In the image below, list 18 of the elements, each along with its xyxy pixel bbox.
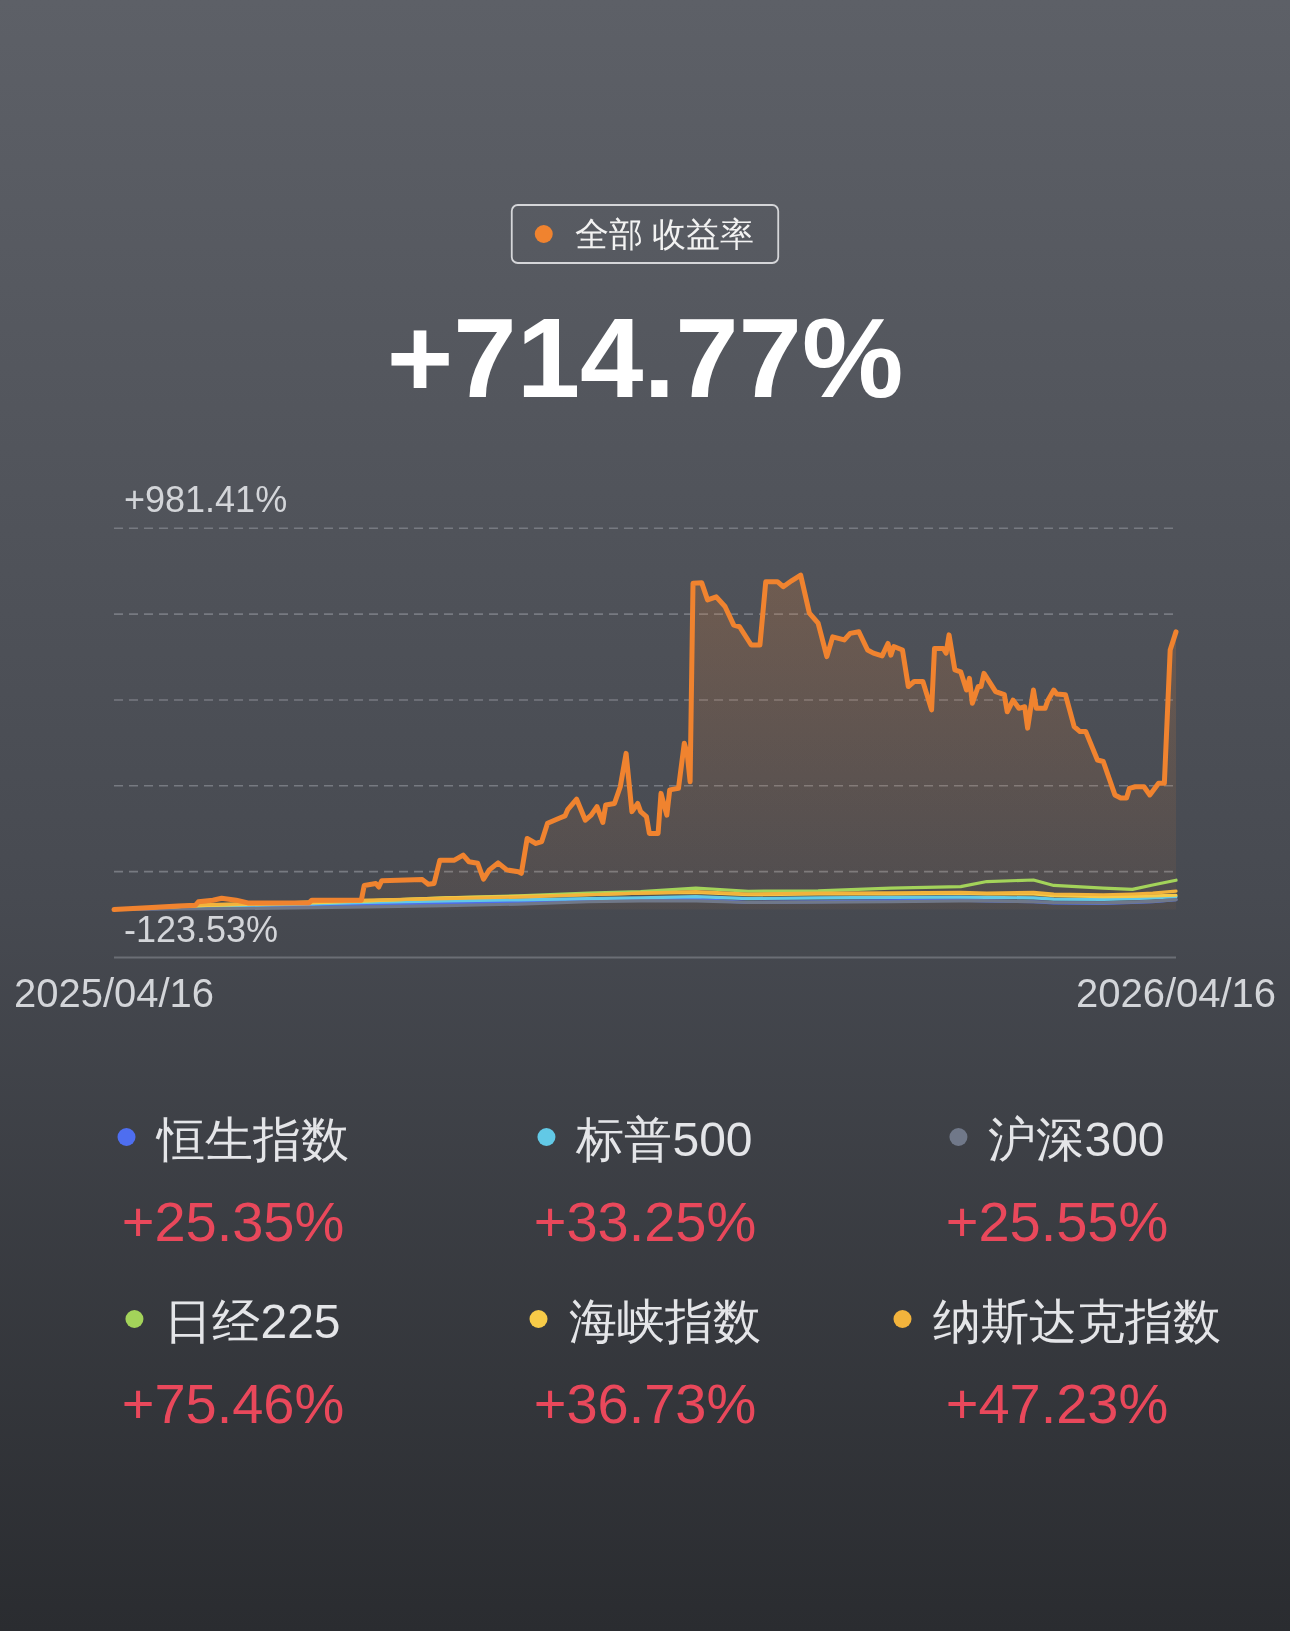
y-tick-label: -123.53% bbox=[124, 908, 279, 950]
x-tick-label: 2026/04/16 bbox=[1075, 971, 1277, 1015]
text: +36.73% bbox=[533, 1372, 757, 1435]
legend-label: 全部 收益率 bbox=[574, 215, 755, 253]
legend-label: 恒生指数 bbox=[154, 1113, 349, 1166]
legend-label: 标普500 bbox=[575, 1113, 753, 1166]
text: +47.23% bbox=[945, 1372, 1169, 1435]
text: +75.46% bbox=[121, 1372, 345, 1435]
legend-label: 日经225 bbox=[164, 1295, 341, 1348]
text: +33.25% bbox=[533, 1190, 757, 1253]
text: +25.35% bbox=[121, 1190, 345, 1253]
x-tick-label: 2025/04/16 bbox=[13, 971, 215, 1015]
legend-label: 纳斯达克指数 bbox=[932, 1295, 1221, 1348]
legend-label: 沪深300 bbox=[988, 1113, 1165, 1166]
text: +25.55% bbox=[945, 1190, 1169, 1253]
y-tick-label: +981.41% bbox=[124, 479, 288, 521]
text: +714.77% bbox=[386, 294, 904, 421]
legend-label: 海峡指数 bbox=[568, 1295, 761, 1348]
